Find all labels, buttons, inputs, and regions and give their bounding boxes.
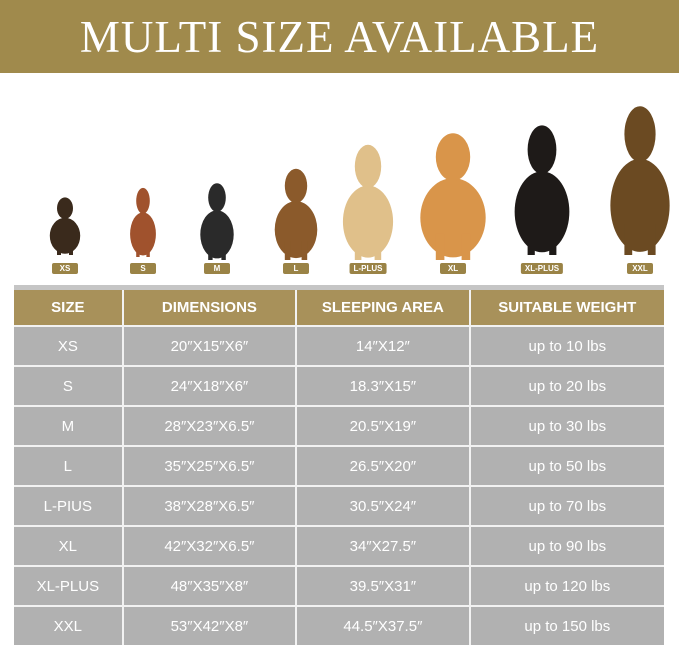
- cell-dimensions: 42″X32″X6.5″: [124, 527, 298, 565]
- german-shepherd-dog-icon: [601, 100, 679, 255]
- table-row: S 24″X18″X6″ 18.3″X15″ up to 20 lbs: [14, 365, 664, 405]
- header-sleeping-area: SLEEPING AREA: [297, 290, 471, 325]
- table-row: L 35″X25″X6.5″ 26.5″X20″ up to 50 lbs: [14, 445, 664, 485]
- doberman-dog-icon: [506, 120, 578, 255]
- cell-weight: up to 10 lbs: [528, 337, 607, 355]
- cell-weight: up to 90 lbs: [528, 537, 607, 555]
- size-badge: XL-PLUS: [520, 263, 564, 274]
- cell-size: XXL: [14, 607, 124, 645]
- table-row: XS 20″X15″X6″ 14″X12″ up to 10 lbs: [14, 325, 664, 365]
- golden-retriever-dog-icon: [335, 140, 401, 260]
- table-row: L-PIUS 38″X28″X6.5″ 30.5″X24″ up to 70 lbs: [14, 485, 664, 525]
- cell-sleeping-area: 39.5″X31″: [297, 567, 471, 605]
- cell-sleeping-area: 20.5″X19″: [297, 407, 471, 445]
- header-dimensions: DIMENSIONS: [124, 290, 298, 325]
- cell-sleeping-area: 26.5″X20″: [297, 447, 471, 485]
- cell-dimensions: 38″X28″X6.5″: [124, 487, 298, 525]
- french-bulldog-dog-icon: [195, 180, 239, 260]
- size-badge: XS: [52, 263, 78, 274]
- page-title: MULTI SIZE AVAILABLE: [79, 11, 600, 62]
- cell-weight: up to 70 lbs: [528, 497, 607, 515]
- cell-sleeping-area: 14″X12″: [297, 327, 471, 365]
- cell-weight: up to 120 lbs: [524, 577, 611, 595]
- cell-weight: up to 30 lbs: [528, 417, 607, 435]
- size-badge: XL: [440, 263, 466, 274]
- cell-size: XL-PLUS: [14, 567, 124, 605]
- table-row: XL-PLUS 48″X35″X8″ 39.5″X31″ up to 120 lbs: [14, 565, 664, 605]
- size-badge: L: [283, 263, 309, 274]
- cell-size: L-PIUS: [14, 487, 124, 525]
- cell-dimensions: 20″X15″X6″: [124, 327, 298, 365]
- cell-sleeping-area: 18.3″X15″: [297, 367, 471, 405]
- table-header: SIZE DIMENSIONS SLEEPING AREA SUITABLE W…: [14, 285, 664, 325]
- cell-weight: up to 50 lbs: [528, 457, 607, 475]
- cell-size: XL: [14, 527, 124, 565]
- cell-size: M: [14, 407, 124, 445]
- cell-dimensions: 28″X23″X6.5″: [124, 407, 298, 445]
- cell-weight: up to 20 lbs: [528, 377, 607, 395]
- dachshund-dog-icon: [45, 195, 85, 255]
- cell-size: XS: [14, 327, 124, 365]
- beagle-dog-icon: [268, 165, 324, 260]
- title-banner: MULTI SIZE AVAILABLE: [0, 0, 679, 73]
- poodle-dog-icon: [126, 185, 160, 257]
- header-size: SIZE: [14, 290, 124, 325]
- golden-retriever-dog-icon: [410, 128, 496, 260]
- cell-weight: up to 150 lbs: [524, 617, 611, 635]
- size-badge: L-PLUS: [349, 263, 387, 274]
- cell-sleeping-area: 44.5″X37.5″: [297, 607, 471, 645]
- size-badge: XXL: [627, 263, 653, 274]
- table-row: M 28″X23″X6.5″ 20.5″X19″ up to 30 lbs: [14, 405, 664, 445]
- cell-size: S: [14, 367, 124, 405]
- size-badge: S: [130, 263, 156, 274]
- size-table: SIZE DIMENSIONS SLEEPING AREA SUITABLE W…: [14, 285, 664, 645]
- cell-sleeping-area: 30.5″X24″: [297, 487, 471, 525]
- table-row: XL 42″X32″X6.5″ 34″X27.5″ up to 90 lbs: [14, 525, 664, 565]
- cell-dimensions: 48″X35″X8″: [124, 567, 298, 605]
- cell-size: L: [14, 447, 124, 485]
- cell-dimensions: 35″X25″X6.5″: [124, 447, 298, 485]
- size-badge: M: [204, 263, 230, 274]
- table-row: XXL 53″X42″X8″ 44.5″X37.5″ up to 150 lbs: [14, 605, 664, 645]
- cell-dimensions: 24″X18″X6″: [124, 367, 298, 405]
- cell-sleeping-area: 34″X27.5″: [297, 527, 471, 565]
- header-suitable-weight: SUITABLE WEIGHT: [498, 299, 637, 316]
- cell-dimensions: 53″X42″X8″: [124, 607, 298, 645]
